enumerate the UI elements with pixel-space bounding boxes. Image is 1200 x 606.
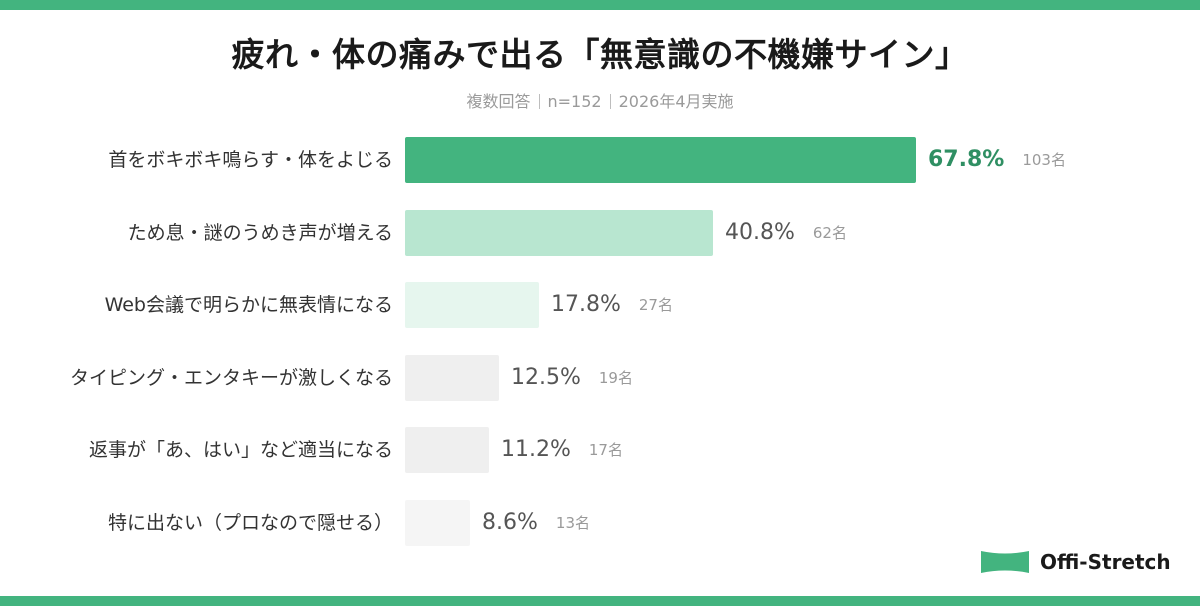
chart-row: Web会議で明らかに無表情になる 17.8% 27名 (0, 282, 1200, 328)
value-label: 12.5% (511, 365, 581, 390)
subtitle-separator (538, 94, 540, 109)
chart-row: タイピング・エンタキーが激しくなる 12.5% 19名 (0, 355, 1200, 401)
category-label: タイピング・エンタキーが激しくなる (69, 367, 393, 389)
count-label: 19名 (598, 369, 633, 387)
bar (405, 210, 713, 256)
brand-name: Offi-Stretch (1040, 550, 1171, 574)
subtitle-date: 2026年4月実施 (618, 92, 734, 111)
count-label: 62名 (812, 224, 847, 242)
count-label: 27名 (638, 296, 673, 314)
count-label: 13名 (555, 514, 590, 532)
subtitle-answer-type: 複数回答 (466, 92, 531, 111)
chart-title: 疲れ・体の痛みで出る「無意識の不機嫌サイン」 (231, 35, 969, 74)
chart-row: 特に出ない（プロなので隠せる） 8.6% 13名 (0, 500, 1200, 546)
value-label: 8.6% (482, 510, 538, 535)
count-label: 103名 (1022, 151, 1066, 169)
brand-logo: Offi-Stretch (980, 546, 1171, 578)
top-accent-band (0, 0, 1200, 10)
value-label: 17.8% (551, 292, 621, 317)
chart-row: ため息・謎のうめき声が増える 40.8% 62名 (0, 210, 1200, 256)
category-label: ため息・謎のうめき声が増える (127, 222, 393, 244)
category-label: 首をボキボキ鳴らす・体をよじる (108, 149, 393, 171)
value-label: 67.8% (928, 147, 1005, 172)
chart-row: 首をボキボキ鳴らす・体をよじる 67.8% 103名 (0, 137, 1200, 183)
bar (405, 355, 499, 401)
category-label: 特に出ない（プロなので隠せる） (107, 512, 393, 534)
subtitle-sample-size: n=152 (547, 92, 602, 111)
category-label: 返事が「あ、はい」など適当になる (88, 439, 393, 461)
count-label: 17名 (588, 441, 623, 459)
subtitle-separator (609, 94, 611, 109)
value-label: 11.2% (501, 437, 571, 462)
chart-subtitle: 複数回答 n=152 2026年4月実施 (0, 88, 1200, 112)
stretch-band-icon (981, 551, 1029, 573)
bar (405, 500, 470, 546)
value-label: 40.8% (725, 220, 795, 245)
bar (405, 137, 916, 183)
bottom-accent-band (0, 596, 1200, 606)
category-label: Web会議で明らかに無表情になる (104, 294, 393, 316)
bar (405, 427, 489, 473)
chart-row: 返事が「あ、はい」など適当になる 11.2% 17名 (0, 427, 1200, 473)
bar (405, 282, 539, 328)
